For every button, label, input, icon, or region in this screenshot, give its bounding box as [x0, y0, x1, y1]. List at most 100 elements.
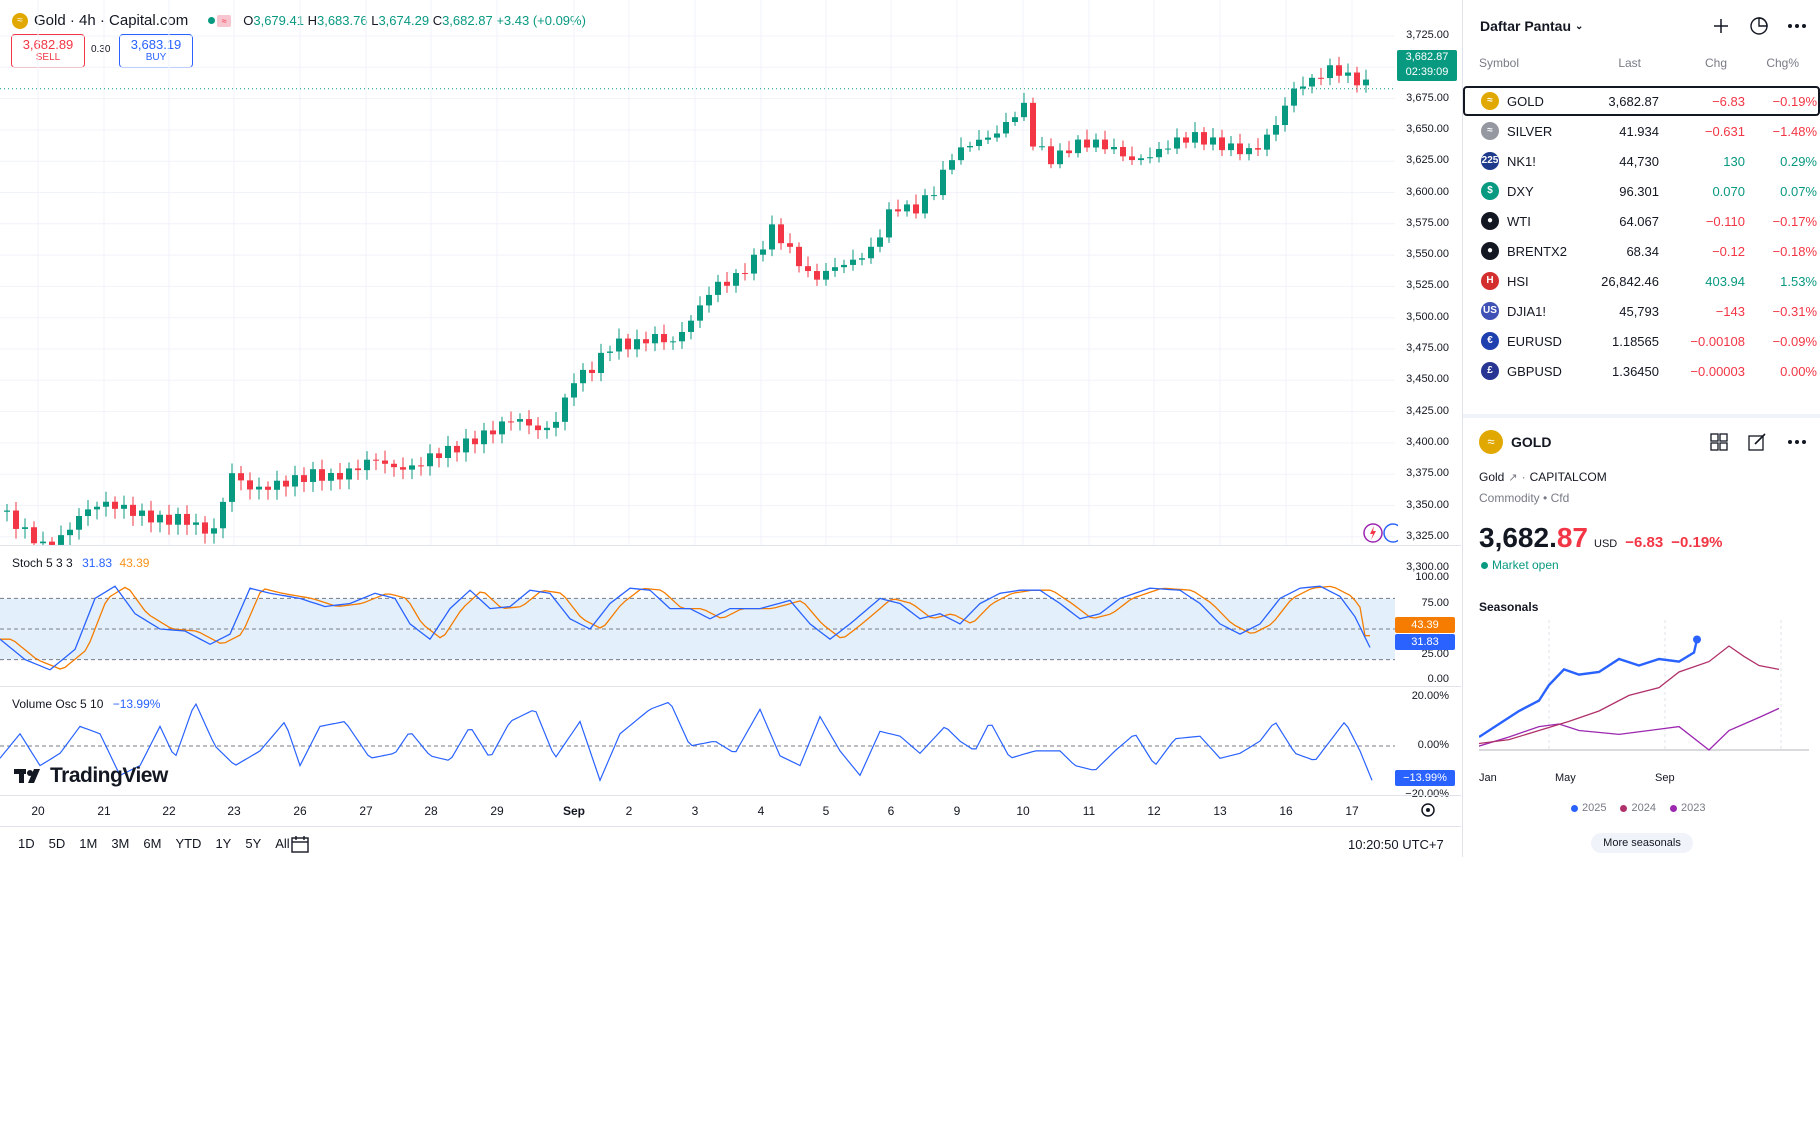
candle-body [760, 249, 766, 255]
clock[interactable]: 10:20:50 UTC+7 [1348, 837, 1444, 852]
grid-view-button[interactable] [1707, 430, 1731, 454]
candle-body [319, 469, 325, 481]
stoch-k-line [0, 585, 1371, 671]
watchlist-change-pct: −0.17% [1772, 213, 1817, 229]
watchlist-row[interactable]: ≈ SILVER 41.934 −0.631 −1.48% [1463, 116, 1820, 146]
seasonals-x-tick: Jan [1479, 772, 1497, 784]
more-seasonals-button[interactable]: More seasonals [1591, 833, 1693, 853]
candle-body [274, 480, 280, 490]
candle-body [1327, 65, 1333, 79]
stoch-tick: 25.00 [1421, 647, 1449, 660]
volume-osc-pane[interactable] [0, 687, 1395, 795]
spread-value: 0.30 [91, 44, 111, 55]
seasonals-legend-item[interactable]: 2024 [1620, 802, 1656, 814]
watchlist-change: −143 [1715, 303, 1745, 319]
price-chart[interactable] [0, 0, 1395, 545]
candle-body [967, 146, 973, 148]
advanced-view-button[interactable] [1747, 14, 1771, 38]
details-category: Commodity • Cfd [1479, 491, 1570, 505]
candle-body [634, 339, 640, 350]
candle-body [1102, 139, 1108, 150]
time-axis[interactable]: 20 21 22 23 26 27 28 29 Sep 2 3 4 5 6 9 10 11 12 13 16 17 [0, 796, 1395, 826]
watchlist-row[interactable]: 225 NK1! 44,730 130 0.29% [1463, 146, 1820, 176]
candle-body [1282, 105, 1288, 126]
market-status: Market open [1481, 558, 1559, 572]
candle-body [238, 473, 244, 481]
candle-body [256, 486, 262, 490]
stoch-pane[interactable] [0, 546, 1395, 686]
range-button[interactable]: 1D [18, 836, 35, 851]
watchlist-last: 96.301 [1619, 183, 1659, 199]
candle-body [67, 529, 73, 536]
candle-body [571, 383, 577, 398]
watchlist-row[interactable]: ● BRENTX2025 68.34 −0.12 −0.18% [1463, 236, 1820, 266]
candle-body [211, 528, 217, 534]
time-tick: 3 [691, 804, 699, 818]
watchlist-row[interactable]: £ GBPUSD 1.36450 −0.00003 0.00% [1463, 356, 1820, 386]
candle-body [517, 419, 523, 422]
price-tick: 3,450.00 [1406, 373, 1449, 386]
seasonals-legend-item[interactable]: 2025 [1571, 802, 1606, 814]
lightning-icon[interactable] [1362, 522, 1403, 547]
candle-body [652, 334, 658, 344]
candle-body [616, 338, 622, 352]
candle-body [670, 341, 676, 343]
time-tick: 29 [490, 804, 504, 818]
more-options-button[interactable] [1785, 14, 1809, 38]
watchlist-symbol: DXY [1507, 183, 1534, 199]
range-button[interactable]: YTD [175, 836, 202, 851]
watchlist-row[interactable]: € EURUSD 1.18565 −0.00108 −0.09% [1463, 326, 1820, 356]
candle-body [1129, 156, 1135, 161]
candle-body [508, 421, 514, 423]
watchlist-row[interactable]: ≈ GOLD 3,682.87 −6.83 −0.19% [1463, 86, 1820, 116]
watchlist-change: −0.12 [1712, 243, 1745, 259]
watchlist-row[interactable]: ● WTI 64.067 −0.110 −0.17% [1463, 206, 1820, 236]
legend-dot-icon [1620, 804, 1628, 812]
candle-body [1228, 143, 1234, 151]
range-button[interactable]: 5Y [245, 836, 262, 851]
add-symbol-button[interactable] [1709, 14, 1733, 38]
price-axis[interactable]: 3,725.003,700.003,675.003,650.003,625.00… [1395, 0, 1461, 573]
price-tick: 3,725.00 [1406, 29, 1449, 41]
watchlist-row[interactable]: $ DXY 96.301 0.070 0.07% [1463, 176, 1820, 206]
external-link-icon[interactable]: ↗ [1508, 471, 1518, 484]
watchlist-row[interactable]: H HSI 26,842.46 403.94 1.53% [1463, 266, 1820, 296]
candle-body [1003, 121, 1009, 134]
candle-body [22, 527, 28, 529]
tradingview-logo-icon [14, 769, 40, 783]
watchlist-title[interactable]: Daftar Pantau ⌄ [1480, 18, 1584, 34]
candle-body [931, 195, 937, 197]
watchlist-change-pct: −1.48% [1772, 123, 1817, 139]
time-tick: 16 [1279, 804, 1293, 818]
range-button[interactable]: 1M [79, 836, 98, 851]
range-button[interactable]: 1Y [215, 836, 232, 851]
watchlist-row[interactable]: US DJIA1! 45,793 −143 −0.31% [1463, 296, 1820, 326]
calendar-icon[interactable] [290, 834, 312, 857]
seasonals-legend-item[interactable]: 2023 [1669, 802, 1705, 814]
candle-body [436, 453, 442, 459]
symbol-title[interactable]: Gold · 4h · Capital.com [34, 12, 189, 29]
candle-body [94, 506, 100, 510]
seasonals-x-tick: May [1555, 772, 1576, 784]
chart-area[interactable]: ≈ Gold · 4h · Capital.com ≈ O3,679.41 H3… [0, 0, 1463, 857]
symbol-logo-icon: £ [1481, 362, 1499, 380]
edit-note-button[interactable] [1745, 430, 1769, 454]
settings-icon[interactable] [1419, 801, 1437, 822]
watchlist-last: 68.34 [1626, 243, 1659, 259]
range-button[interactable]: All [275, 836, 290, 851]
details-more-button[interactable] [1785, 430, 1809, 454]
candle-body [1021, 102, 1027, 118]
candle-body [805, 266, 811, 272]
range-button[interactable]: 6M [143, 836, 162, 851]
range-button[interactable]: 5D [48, 836, 66, 851]
candle-body [1345, 72, 1351, 76]
candle-body [706, 294, 712, 306]
time-tick: 6 [887, 804, 895, 818]
tradingview-logo[interactable]: TradingView [14, 764, 168, 788]
candle-body [40, 541, 46, 544]
candle-body [76, 515, 82, 530]
candle-body [904, 204, 910, 212]
seasonals-chart[interactable] [1479, 620, 1809, 770]
time-tick: 26 [293, 804, 307, 818]
range-button[interactable]: 3M [111, 836, 130, 851]
